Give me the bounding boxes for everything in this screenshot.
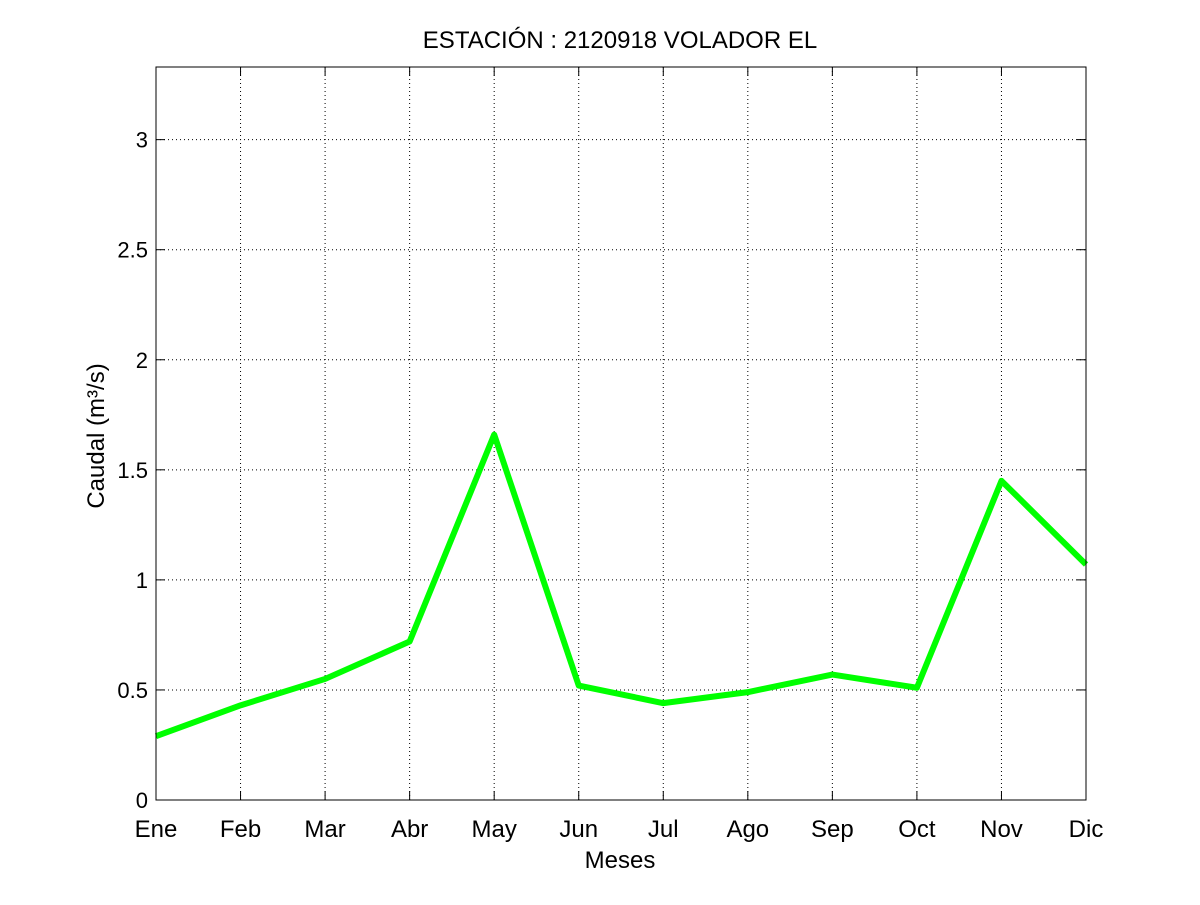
grid	[156, 67, 1086, 800]
x-tick-label: Nov	[980, 816, 1023, 843]
x-tick-label: Dic	[1069, 816, 1104, 843]
x-tick-label: May	[472, 816, 517, 843]
x-tick-label: Ene	[135, 816, 178, 843]
ticks	[155, 67, 1087, 801]
y-tick-label: 1	[136, 568, 148, 593]
x-tick-label: Ago	[726, 816, 769, 843]
y-tick-label: 1.5	[117, 458, 148, 483]
y-tick-label: 3	[136, 128, 148, 153]
chart-title: ESTACIÓN : 2120918 VOLADOR EL	[423, 27, 817, 54]
series-line	[154, 431, 1089, 739]
y-tick-label: 2.5	[117, 238, 148, 263]
y-tick-label: 2	[136, 348, 148, 373]
x-axis-label: Meses	[585, 847, 656, 874]
y-tick-label: 0.5	[117, 678, 148, 703]
x-tick-label: Abr	[391, 816, 428, 843]
x-tick-label: Oct	[898, 816, 936, 843]
y-tick-label: 0	[136, 788, 148, 813]
axes-frame	[155, 66, 1087, 801]
tick-labels: Ene Feb Mar Abr May Jun Jul Ago Sep Oct Nov Dic 0 0.5…	[117, 128, 1103, 843]
x-tick-label: Jul	[648, 816, 679, 843]
y-axis-label: Caudal (m³/s)	[83, 363, 110, 508]
series-layer	[154, 431, 1089, 739]
x-tick-label: Sep	[811, 816, 854, 843]
x-tick-label: Feb	[220, 816, 261, 843]
x-tick-label: Jun	[559, 816, 598, 843]
x-tick-label: Mar	[304, 816, 345, 843]
